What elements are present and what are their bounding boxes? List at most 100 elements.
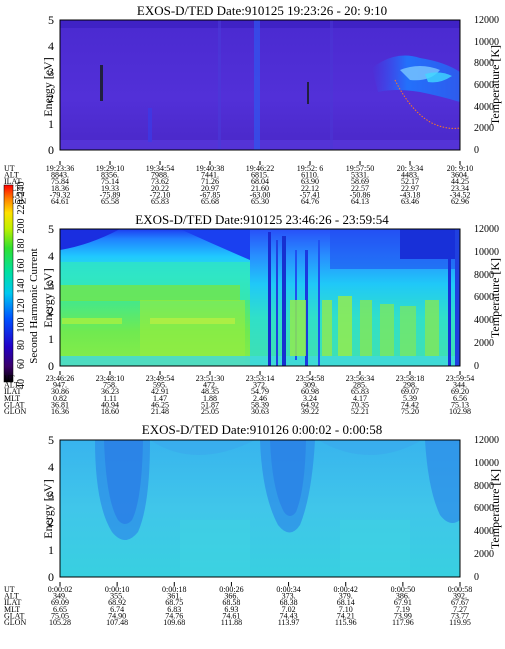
table-cell: 0:00:02 <box>48 585 72 594</box>
table-cell: 20.22 <box>151 184 169 193</box>
table-cell: 75.13 <box>451 400 469 409</box>
table-cell: -34.52 <box>450 190 471 199</box>
panel-1-ylabel-right: Temperature [K] <box>488 45 502 125</box>
colorbar-tick: 120 <box>16 299 27 314</box>
table-cell: 62.96 <box>451 197 469 206</box>
table-cell: 69.09 <box>51 598 69 607</box>
table-cell: 372. <box>253 381 267 390</box>
table-cell: 23:51:30 <box>196 374 224 383</box>
panel-1-ytick-right: 8000 <box>474 58 494 69</box>
panel-3-coordinate-table: UT 0:00:02 0:00:10 0:00:18 0:00:26 0:00:34 0:0… <box>4 582 472 627</box>
table-cell: 68.04 <box>251 177 269 186</box>
row-label: GLAT <box>4 400 25 409</box>
panel-2-spectrogram <box>60 229 460 366</box>
row-label: GLAT <box>4 190 25 199</box>
table-cell: 7.19 <box>396 605 410 614</box>
row-label: GLON <box>4 407 26 416</box>
table-cell: 6.93 <box>224 605 238 614</box>
table-cell: 19:29:10 <box>96 164 124 173</box>
table-cell: 373. <box>282 592 296 601</box>
table-cell: 65.58 <box>101 197 119 206</box>
table-cell: 52.21 <box>351 407 369 416</box>
row-label: UT <box>4 585 15 594</box>
colorbar-gradient <box>3 184 14 383</box>
table-cell: 109.68 <box>163 618 185 627</box>
table-cell: 46.25 <box>151 400 169 409</box>
table-cell: 105.28 <box>49 618 71 627</box>
panel-1-title: EXOS-D/TED Date:910125 19:23:26 - 20: 9:… <box>137 3 387 18</box>
panel-2-ytick-right: 0 <box>474 361 479 372</box>
panel-2-ytick-right: 8000 <box>474 270 494 281</box>
table-cell: 22.57 <box>351 184 369 193</box>
table-cell: 22.12 <box>301 184 319 193</box>
panel-2-ylabel-right: Temperature [K] <box>488 258 502 338</box>
table-cell: 23:58:18 <box>396 374 424 383</box>
panel-2-ytick-right: 12000 <box>474 224 499 235</box>
table-cell: 58.39 <box>251 400 269 409</box>
row-label: ALT <box>4 171 19 180</box>
table-cell: 30.86 <box>51 387 69 396</box>
table-cell: 65.30 <box>251 197 269 206</box>
panel-3: EXOS-D/TED Date:910126 0:00:02 - 0:00:58… <box>4 422 502 627</box>
table-cell: 18.60 <box>101 407 119 416</box>
row-label: MLT <box>4 605 20 614</box>
row-label: ILAT <box>4 598 21 607</box>
panel-1-ytick-right: 2000 <box>474 123 494 134</box>
table-cell: 107.48 <box>106 618 128 627</box>
table-cell: 23:54:58 <box>296 374 324 383</box>
panel-3-ylabel-right: Temperature [K] <box>488 469 502 549</box>
panel-2-ytick: 4 <box>48 249 54 263</box>
panel-1-ylabel: Energy [eV] <box>41 57 55 116</box>
row-label: ILAT <box>4 387 21 396</box>
row-label: GLON <box>4 197 26 206</box>
table-cell: 74.76 <box>165 611 183 620</box>
table-cell: 5331. <box>351 171 369 180</box>
colorbar-tick: 140 <box>16 279 27 294</box>
table-cell: 3.24 <box>303 394 317 403</box>
table-cell: 23:46:26 <box>46 374 74 383</box>
table-cell: 4.17 <box>353 394 367 403</box>
table-cell: -57.41 <box>300 190 321 199</box>
panel-3-ytick-right: 12000 <box>474 435 499 446</box>
table-cell: -79.32 <box>50 190 71 199</box>
table-cell: -72.10 <box>150 190 171 199</box>
table-cell: 68.92 <box>108 598 126 607</box>
colorbar-tick: 80 <box>16 340 27 350</box>
panel-3-ytick-right: 6000 <box>474 503 494 514</box>
table-cell: 52.17 <box>401 177 419 186</box>
table-cell: 67.67 <box>451 598 469 607</box>
table-cell: 74.43 <box>280 611 298 620</box>
table-cell: 355. <box>110 592 124 601</box>
panel-1-right-axis: 0 2000 4000 6000 8000 10000 12000 <box>474 15 499 156</box>
table-cell: 64.92 <box>301 400 319 409</box>
table-cell: 102.98 <box>449 407 471 416</box>
table-cell: 18.36 <box>51 184 69 193</box>
row-label: ALT <box>4 381 19 390</box>
table-cell: 0:00:26 <box>219 585 243 594</box>
table-cell: 40.94 <box>101 400 119 409</box>
table-cell: 947. <box>53 381 67 390</box>
table-cell: 23.34 <box>451 184 469 193</box>
table-cell: 344. <box>453 381 467 390</box>
table-cell: 285. <box>353 381 367 390</box>
table-cell: 69.07 <box>401 387 419 396</box>
table-cell: 60.98 <box>301 387 319 396</box>
table-cell: 0:00:18 <box>162 585 186 594</box>
panel-3-ytick-right: 10000 <box>474 458 499 469</box>
colorbar: 40 60 80 100 120 140 160 180 200 220 240… <box>3 182 40 389</box>
row-label: ALT <box>4 592 19 601</box>
table-cell: 73.99 <box>394 611 412 620</box>
table-cell: 6.56 <box>453 394 467 403</box>
table-cell: 75.20 <box>401 407 419 416</box>
panel-3-ytick-right: 8000 <box>474 481 494 492</box>
table-cell: 19:23:36 <box>46 164 74 173</box>
table-cell: 75.14 <box>101 177 119 186</box>
panel-2-ytick-right: 4000 <box>474 315 494 326</box>
panel-2-right-axis: 0 2000 4000 6000 8000 10000 12000 <box>474 224 499 372</box>
panel-2-ytick-right: 6000 <box>474 292 494 303</box>
table-cell: 472. <box>203 381 217 390</box>
table-cell: 7.10 <box>339 605 353 614</box>
table-cell: 68.14 <box>337 598 355 607</box>
panel-3-ytick: 3 <box>48 488 54 502</box>
